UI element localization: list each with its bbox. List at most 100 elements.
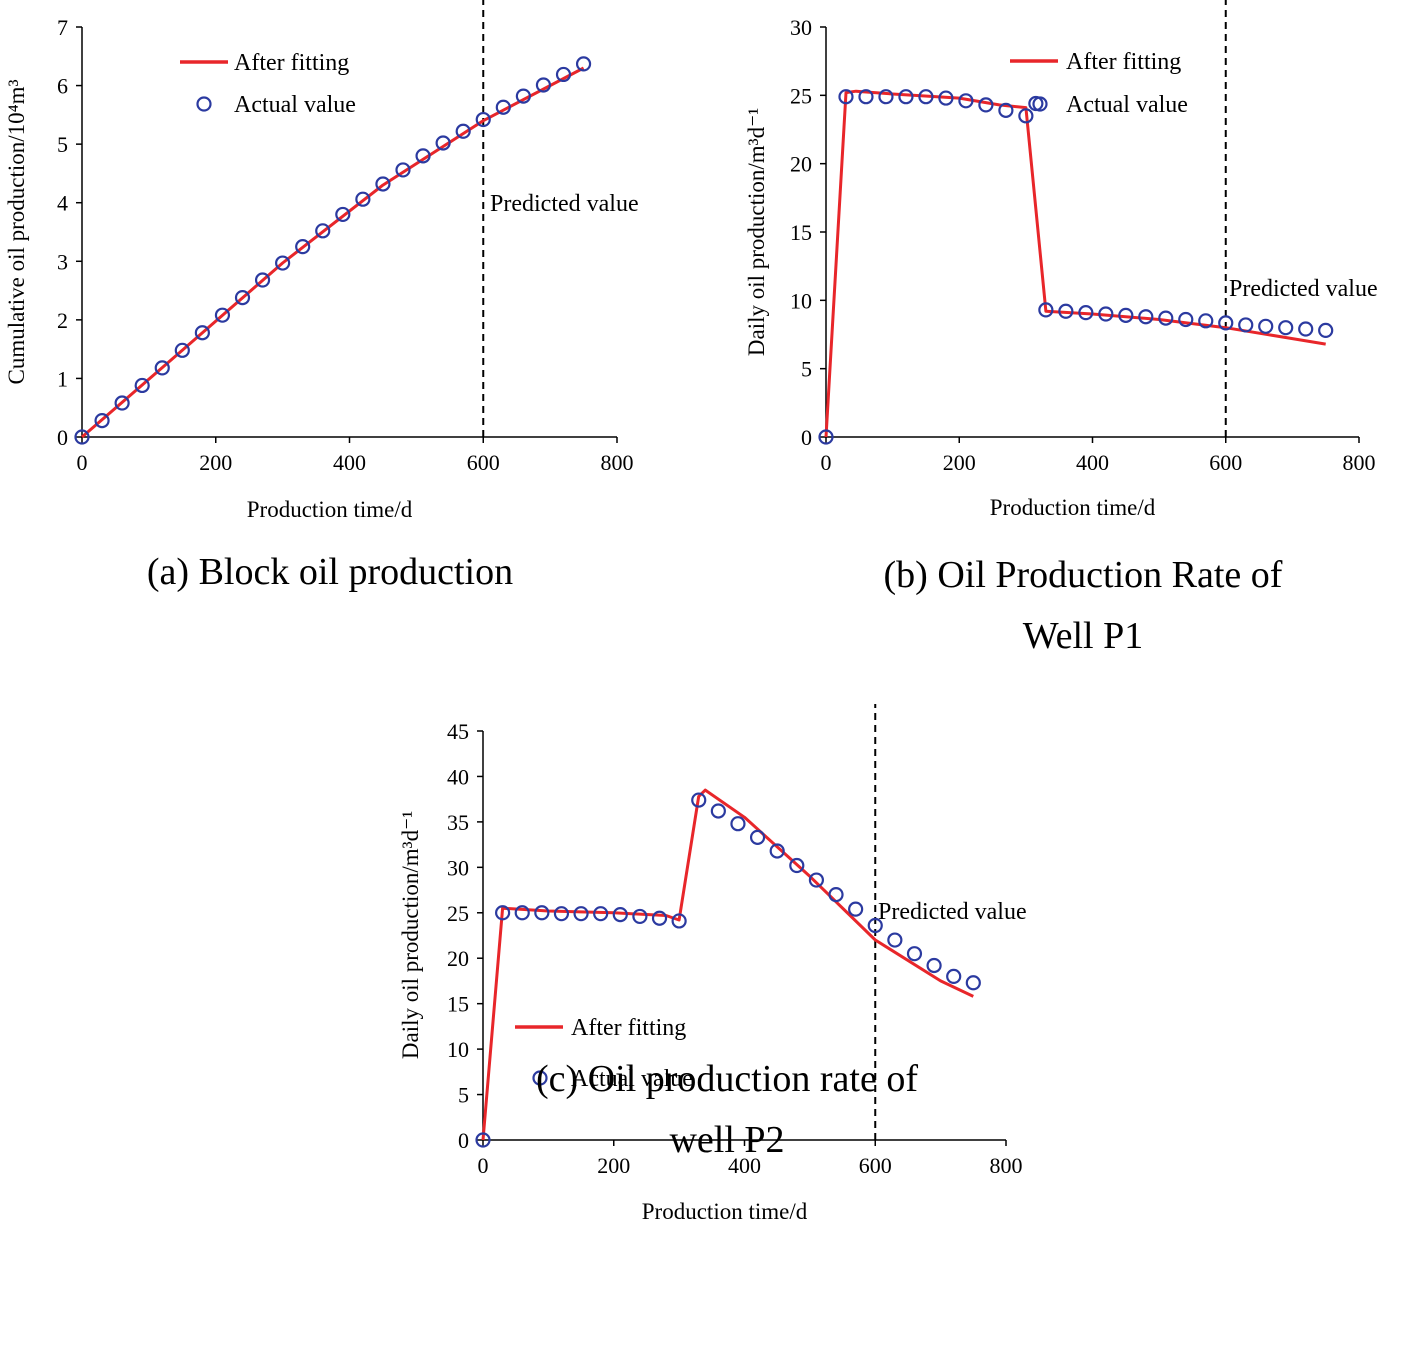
x-tick-label: 0 — [478, 1153, 489, 1178]
actual-value-point — [1158, 310, 1174, 326]
actual-value-point — [946, 968, 962, 985]
y-tick-label: 30 — [447, 855, 469, 880]
actual-value-point — [1198, 313, 1214, 329]
actual-value-point — [315, 223, 331, 239]
actual-value-point — [918, 89, 934, 105]
actual-value-point — [858, 89, 874, 105]
actual-value-point — [475, 111, 491, 128]
actual-value-point — [848, 901, 864, 917]
x-tick-label: 800 — [990, 1153, 1023, 1178]
legend-marker-swatch — [532, 1070, 548, 1086]
actual-value-point — [808, 872, 825, 888]
actual-value-point — [998, 102, 1014, 118]
panel-a: 0 200 400 600 800 0 1 2 3 4 5 6 7 Production time/d Cu… — [4, 0, 639, 593]
actual-value-point — [495, 905, 511, 921]
y-tick-label: 25 — [447, 901, 469, 926]
actual-value-point — [214, 307, 231, 323]
x-tick-label: 200 — [597, 1153, 630, 1178]
y-tick-label: 4 — [57, 191, 68, 216]
actual-value-point — [938, 90, 954, 106]
actual-value-point — [1018, 108, 1034, 124]
actual-value-point — [555, 66, 572, 83]
actual-value-point — [435, 135, 451, 151]
x-tick-label: 200 — [199, 450, 232, 475]
actual-value-point — [593, 906, 609, 922]
actual-value-point — [74, 429, 90, 445]
actual-value-point — [926, 957, 942, 974]
actual-value-point — [1218, 315, 1234, 331]
actual-value-point — [495, 99, 511, 115]
actual-value-point — [1098, 306, 1114, 322]
actual-value-point — [828, 886, 844, 903]
actual-value-point — [553, 906, 570, 922]
actual-value-point — [1138, 309, 1154, 325]
actual-value-point — [254, 272, 271, 288]
actual-value-point — [1278, 320, 1294, 336]
actual-value-point — [455, 123, 471, 139]
x-tick-label: 0 — [77, 450, 88, 475]
y-tick-label: 7 — [57, 15, 68, 40]
actual-value-point — [878, 89, 894, 105]
actual-value-point — [575, 56, 592, 72]
actual-value-point — [475, 1132, 491, 1148]
actual-value-point — [898, 89, 914, 105]
legend-label-actual: Actual value — [234, 92, 356, 118]
actual-value-point — [965, 975, 981, 991]
y-tick-label: 35 — [447, 810, 469, 835]
actual-value-point — [671, 913, 687, 929]
x-tick-label: 600 — [1209, 450, 1242, 475]
actual-value-point — [1118, 307, 1134, 323]
y-tick-label: 0 — [57, 425, 68, 450]
actual-value-point — [1178, 311, 1194, 328]
actual-value-point — [1298, 321, 1314, 337]
y-tick-label: 20 — [447, 946, 469, 971]
actual-value-point — [958, 93, 974, 109]
x-tick-label: 400 — [728, 1153, 761, 1178]
y-tick-label: 5 — [801, 357, 812, 382]
actual-value-point — [335, 206, 351, 223]
legend-label-fitting: After fitting — [234, 50, 349, 76]
y-tick-label: 30 — [790, 15, 812, 40]
actual-value-point — [1078, 305, 1094, 321]
actual-value-point — [612, 906, 628, 923]
panel-caption: Well P1 — [1023, 615, 1143, 657]
actual-value-point — [887, 932, 903, 948]
actual-value-point — [749, 829, 766, 845]
y-tick-label: 2 — [57, 308, 68, 333]
x-tick-label: 800 — [601, 450, 634, 475]
actual-value-point — [789, 857, 805, 874]
y-tick-label: 10 — [447, 1037, 469, 1062]
y-axis-label: Daily oil production/m³d⁻¹ — [398, 811, 423, 1059]
prediction-label: Predicted value — [1229, 276, 1378, 302]
legend-label-actual: Actual value — [571, 1066, 693, 1092]
actual-value-point — [730, 816, 746, 832]
y-tick-label: 1 — [57, 366, 68, 391]
actual-value-point — [1038, 302, 1054, 318]
actual-value-point — [691, 792, 707, 808]
prediction-label: Predicted value — [878, 899, 1027, 925]
legend-marker-swatch — [1032, 96, 1048, 112]
panel-b: 0 200 400 600 800 0 5 10 15 20 25 30 Production time… — [744, 0, 1378, 657]
actual-value-point — [867, 917, 883, 934]
panel-caption: (c) Oil production rate of — [536, 1058, 918, 1100]
x-tick-label: 200 — [943, 450, 976, 475]
y-tick-label: 40 — [447, 764, 469, 789]
actual-value-point — [154, 360, 170, 376]
actual-value-point — [1258, 318, 1274, 334]
actual-value-point — [415, 148, 431, 164]
actual-value-point — [514, 905, 530, 921]
x-tick-label: 0 — [821, 450, 832, 475]
actual-value-point — [534, 905, 550, 921]
actual-value-point — [651, 910, 668, 926]
y-tick-label: 20 — [790, 152, 812, 177]
actual-value-point — [295, 239, 311, 255]
x-tick-label: 600 — [467, 450, 500, 475]
panel-caption: (b) Oil Production Rate of — [884, 554, 1283, 596]
actual-value-point — [174, 342, 190, 358]
prediction-label: Predicted value — [490, 191, 639, 217]
actual-value-point — [234, 290, 251, 306]
actual-value-point — [94, 413, 110, 429]
fitted-line — [81, 66, 585, 439]
y-tick-label: 15 — [447, 992, 469, 1017]
actual-value-point — [906, 946, 923, 962]
